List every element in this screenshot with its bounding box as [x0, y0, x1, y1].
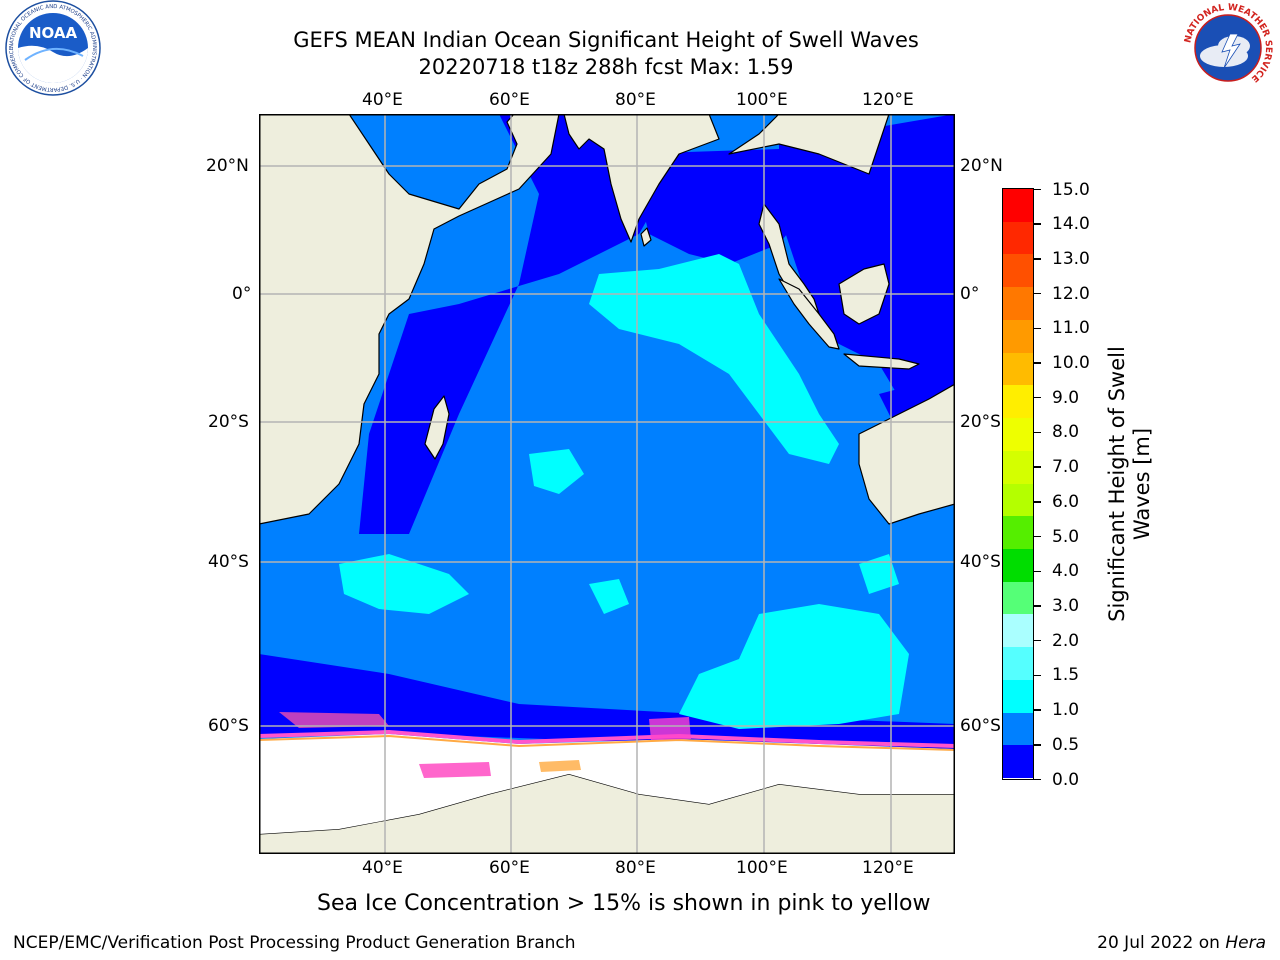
colorbar-tick-mark: [1034, 223, 1041, 225]
colorbar-tick-mark: [1034, 570, 1041, 572]
lat-label-left-20n: 20°N: [206, 156, 249, 176]
colorbar-tick-mark: [1034, 605, 1041, 607]
colorbar-segment: [1003, 352, 1033, 386]
colorbar-segment: [1003, 679, 1033, 714]
colorbar-label: Significant Height of Swell Waves [m]: [1105, 346, 1154, 622]
colorbar: [1002, 188, 1034, 780]
colorbar-tick-mark: [1034, 535, 1041, 538]
colorbar-tick-label: 3.0: [1052, 595, 1080, 616]
colorbar-tick-label: 11.0: [1052, 318, 1090, 339]
colorbar-segment: [1003, 745, 1033, 779]
colorbar-segment: [1003, 418, 1033, 452]
colorbar-tick-mark: [1034, 258, 1041, 260]
lat-label-left-60s: 60°S: [208, 716, 249, 736]
nws-logo: NATIONAL WEATHER SERVICE: [1181, 1, 1275, 95]
noaa-logo: NOAA NATIONAL OCEANIC AND ATMOSPHERIC AD…: [5, 0, 101, 96]
colorbar-tick-label: 6.0: [1052, 491, 1080, 512]
colorbar-segment: [1003, 614, 1033, 648]
colorbar-tick-label: 15.0: [1052, 179, 1090, 200]
lat-label-left-40s: 40°S: [208, 552, 249, 572]
colorbar-tick-mark: [1034, 188, 1041, 191]
colorbar-segment: [1003, 647, 1033, 681]
colorbar-tick-mark: [1034, 362, 1041, 364]
map-title-line1: GEFS MEAN Indian Ocean Significant Heigh…: [293, 28, 919, 52]
footer-date-text: 20 Jul 2022 on: [1097, 933, 1226, 953]
colorbar-tick-mark: [1034, 327, 1041, 330]
lon-label-bottom-120e: 120°E: [862, 858, 914, 878]
lon-label-bottom-40e: 40°E: [362, 858, 403, 878]
lat-label-right-20n: 20°N: [960, 156, 1003, 176]
lon-label-bottom-100e: 100°E: [736, 858, 788, 878]
colorbar-tick-label: 1.0: [1052, 700, 1080, 721]
colorbar-segment: [1003, 516, 1033, 550]
colorbar-tick-mark: [1034, 292, 1041, 295]
colorbar-segment: [1003, 483, 1033, 517]
colorbar-tick-mark: [1034, 396, 1041, 399]
colorbar-segment: [1003, 287, 1033, 321]
colorbar-tick-mark: [1034, 709, 1041, 711]
colorbar-segment: [1003, 254, 1033, 288]
colorbar-tick-label: 12.0: [1052, 283, 1090, 304]
lat-label-left-20s: 20°S: [208, 412, 249, 432]
colorbar-tick-mark: [1034, 744, 1041, 746]
colorbar-tick-label: 2.0: [1052, 630, 1080, 651]
colorbar-tick-label: 0.0: [1052, 769, 1080, 790]
footer-branch: NCEP/EMC/Verification Post Processing Pr…: [13, 933, 576, 953]
colorbar-tick-label: 14.0: [1052, 214, 1090, 235]
sea-ice-band: [259, 712, 955, 834]
lat-label-right-40s: 40°S: [960, 552, 1001, 572]
colorbar-tick-mark: [1034, 466, 1041, 468]
lon-label-bottom-60e: 60°E: [489, 858, 530, 878]
colorbar-tick-label: 5.0: [1052, 526, 1080, 547]
colorbar-tick-label: 4.0: [1052, 561, 1080, 582]
colorbar-tick-label: 8.0: [1052, 422, 1080, 443]
colorbar-segment: [1003, 581, 1033, 615]
colorbar-tick-mark: [1034, 501, 1041, 503]
swell-1to1_5-zones: [339, 254, 909, 729]
lat-label-right-60s: 60°S: [960, 716, 1001, 736]
colorbar-segment: [1003, 548, 1033, 583]
map-title-line2: 20220718 t18z 288h fcst Max: 1.59: [418, 55, 794, 79]
colorbar-segment: [1003, 385, 1033, 419]
colorbar-tick-mark: [1034, 639, 1041, 642]
colorbar-tick-label: 13.0: [1052, 248, 1090, 269]
colorbar-tick-label: 0.5: [1052, 734, 1080, 755]
lat-label-right-20s: 20°S: [960, 412, 1001, 432]
colorbar-segment: [1003, 712, 1033, 746]
colorbar-segment: [1003, 221, 1033, 255]
lon-label-top-80e: 80°E: [615, 90, 656, 110]
map-frame: [259, 114, 955, 854]
colorbar-tick-label: 7.0: [1052, 457, 1080, 478]
footer-host: Hera: [1225, 933, 1266, 953]
colorbar-tick-mark: [1034, 431, 1041, 434]
lon-label-top-100e: 100°E: [736, 90, 788, 110]
lon-label-top-60e: 60°E: [489, 90, 530, 110]
footer-date: 20 Jul 2022 on Hera: [1097, 933, 1266, 953]
lat-label-left-0: 0°: [232, 284, 252, 304]
colorbar-tick-label: 9.0: [1052, 387, 1080, 408]
swell-height-map: [259, 114, 955, 854]
colorbar-tick-label: 10.0: [1052, 353, 1090, 374]
lon-label-top-120e: 120°E: [862, 90, 914, 110]
graticule: [259, 114, 955, 854]
lat-label-right-0: 0°: [960, 284, 980, 304]
sea-ice-caption: Sea Ice Concentration > 15% is shown in …: [317, 891, 931, 916]
colorbar-tick-label: 1.5: [1052, 665, 1080, 686]
low-swell-zones: [259, 114, 955, 754]
noaa-logo-text: NOAA: [29, 24, 78, 42]
colorbar-tick-mark: [1034, 674, 1041, 677]
colorbar-tick-mark: [1034, 778, 1041, 781]
colorbar-segment: [1003, 319, 1033, 354]
colorbar-segment: [1003, 450, 1033, 484]
colorbar-segment: [1003, 189, 1033, 223]
lon-label-top-40e: 40°E: [362, 90, 403, 110]
lon-label-bottom-80e: 80°E: [615, 858, 656, 878]
